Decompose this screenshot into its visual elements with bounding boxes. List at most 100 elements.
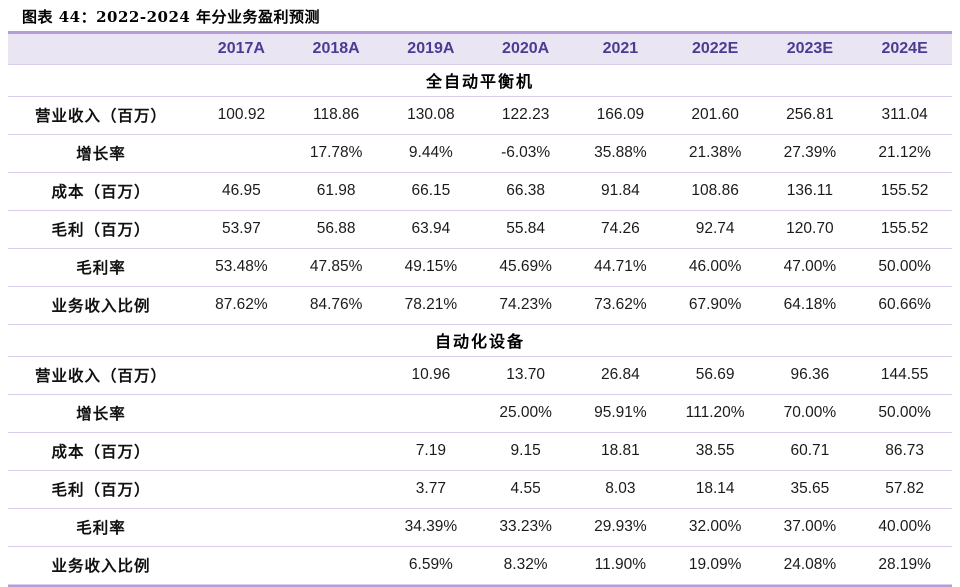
value-cell: 55.84 — [506, 220, 546, 237]
row-label: 业务收入比例 — [51, 556, 151, 575]
section-title: 自动化设备 — [434, 332, 525, 351]
value-cell: 118.86 — [312, 106, 360, 123]
table-header: 2017A 2018A 2019A 2020A 2021 2022E 2023E… — [8, 34, 952, 64]
col-header-2018a: 2018A — [312, 39, 360, 57]
table-bottom-rule — [8, 584, 952, 587]
value-cell: 40.00% — [878, 518, 931, 535]
value-cell — [289, 508, 384, 546]
table-row: 业务收入比例 87.62% 84.76% 78.21% 74.23% 73.62% 67.9… — [8, 286, 952, 324]
row-label: 营业收入（百万） — [34, 106, 167, 125]
value-cell — [194, 546, 289, 584]
table-row: 成本（百万） 7.19 9.15 18.81 38.55 60.71 86.73 — [8, 432, 952, 470]
section-header-row: 全自动平衡机 — [8, 64, 952, 96]
value-cell — [194, 134, 289, 172]
value-cell: 311.04 — [881, 106, 928, 123]
value-cell: 8.03 — [605, 480, 636, 497]
value-cell — [194, 356, 289, 394]
row-label: 增长率 — [76, 144, 126, 163]
value-cell: 9.15 — [510, 442, 541, 459]
figure-title: 图表 44：2022-2024 年分业务盈利预测 — [22, 8, 321, 26]
table-row: 毛利（百万） 3.77 4.55 8.03 18.14 35.65 57.82 — [8, 470, 952, 508]
value-cell: 84.76% — [309, 296, 363, 313]
value-cell: 63.94 — [411, 220, 451, 237]
value-cell: 46.95 — [221, 182, 261, 199]
value-cell: 13.70 — [506, 366, 546, 383]
value-cell: 47.00% — [783, 258, 837, 275]
value-cell: 95.91% — [594, 404, 647, 421]
value-cell: 201.60 — [691, 106, 739, 123]
value-cell: 78.21% — [404, 296, 458, 313]
value-cell: 45.69% — [499, 258, 552, 275]
col-header-2024e: 2024E — [881, 39, 928, 57]
value-cell: 256.81 — [786, 106, 834, 123]
row-label: 成本（百万） — [51, 182, 151, 201]
value-cell: 21.12% — [878, 144, 931, 161]
value-cell: 53.48% — [215, 258, 268, 275]
value-cell — [194, 470, 289, 508]
value-cell: 26.84 — [600, 366, 640, 383]
value-cell: 49.15% — [404, 258, 458, 275]
value-cell: 144.55 — [880, 366, 929, 383]
col-header-2019a: 2019A — [407, 39, 455, 57]
value-cell: 53.97 — [221, 220, 261, 237]
value-cell: 61.98 — [316, 182, 356, 199]
value-cell: 73.62% — [594, 296, 647, 313]
value-cell: 130.08 — [407, 106, 455, 123]
value-cell: 24.08% — [783, 556, 837, 573]
value-cell: 92.74 — [695, 220, 735, 237]
value-cell: 7.19 — [415, 442, 446, 459]
table-row: 营业收入（百万） 100.92 118.86 130.08 122.23 166.09 20… — [8, 96, 952, 134]
value-cell — [289, 356, 384, 394]
value-cell: 100.92 — [217, 106, 266, 123]
value-cell — [384, 394, 479, 432]
value-cell: 74.23% — [499, 296, 552, 313]
value-cell: 50.00% — [878, 258, 931, 275]
value-cell: 47.85% — [309, 258, 363, 275]
forecast-table: 2017A 2018A 2019A 2020A 2021 2022E 2023E… — [8, 34, 952, 585]
table-row: 成本（百万） 46.95 61.98 66.15 66.38 91.84 108.86 136… — [8, 172, 952, 210]
row-label: 成本（百万） — [51, 442, 151, 461]
value-cell: 9.44% — [408, 144, 453, 161]
value-cell: 6.59% — [408, 556, 453, 573]
value-cell — [289, 470, 384, 508]
row-label: 业务收入比例 — [51, 296, 151, 315]
value-cell: 136.11 — [786, 182, 833, 199]
table-row: 毛利率 34.39% 33.23% 29.93% 32.00% 37.00% 40.00% — [8, 508, 952, 546]
row-label: 毛利率 — [76, 518, 126, 537]
col-header-2017a: 2017A — [217, 39, 265, 57]
title-rule — [8, 31, 952, 34]
value-cell: 35.65 — [790, 480, 830, 497]
value-cell: 4.55 — [510, 480, 541, 497]
value-cell: 166.09 — [596, 106, 645, 123]
value-cell: 120.70 — [786, 220, 834, 237]
value-cell: 34.39% — [404, 518, 458, 535]
value-cell: 64.18% — [783, 296, 837, 313]
value-cell: 46.00% — [688, 258, 742, 275]
value-cell: 19.09% — [688, 556, 742, 573]
value-cell — [289, 394, 384, 432]
value-cell: 50.00% — [878, 404, 931, 421]
table-row: 增长率 17.78% 9.44% -6.03% 35.88% 21.38% 27.39% 21… — [8, 134, 952, 172]
value-cell: 111.20% — [685, 404, 745, 421]
value-cell: 57.82 — [885, 480, 925, 497]
value-cell: 66.38 — [506, 182, 546, 199]
value-cell: 86.73 — [885, 442, 925, 459]
value-cell: 10.96 — [411, 366, 451, 383]
value-cell — [194, 394, 289, 432]
value-cell — [289, 432, 384, 470]
value-cell: 17.78% — [309, 144, 363, 161]
row-label: 毛利（百万） — [51, 480, 151, 499]
value-cell: 11.90% — [594, 556, 647, 573]
value-cell: 28.19% — [878, 556, 931, 573]
col-header-2020a: 2020A — [502, 39, 550, 57]
col-header-blank — [8, 34, 194, 64]
value-cell: 70.00% — [783, 404, 837, 421]
value-cell: 56.88 — [316, 220, 356, 237]
value-cell: 3.77 — [415, 480, 446, 497]
header-row: 2017A 2018A 2019A 2020A 2021 2022E 2023E… — [8, 34, 952, 64]
value-cell: 35.88% — [594, 144, 647, 161]
table-body: 全自动平衡机 营业收入（百万） 100.92 118.86 130.08 122.23 16… — [8, 64, 952, 584]
value-cell: 91.84 — [600, 182, 640, 199]
value-cell: -6.03% — [501, 144, 551, 161]
value-cell: 29.93% — [594, 518, 647, 535]
